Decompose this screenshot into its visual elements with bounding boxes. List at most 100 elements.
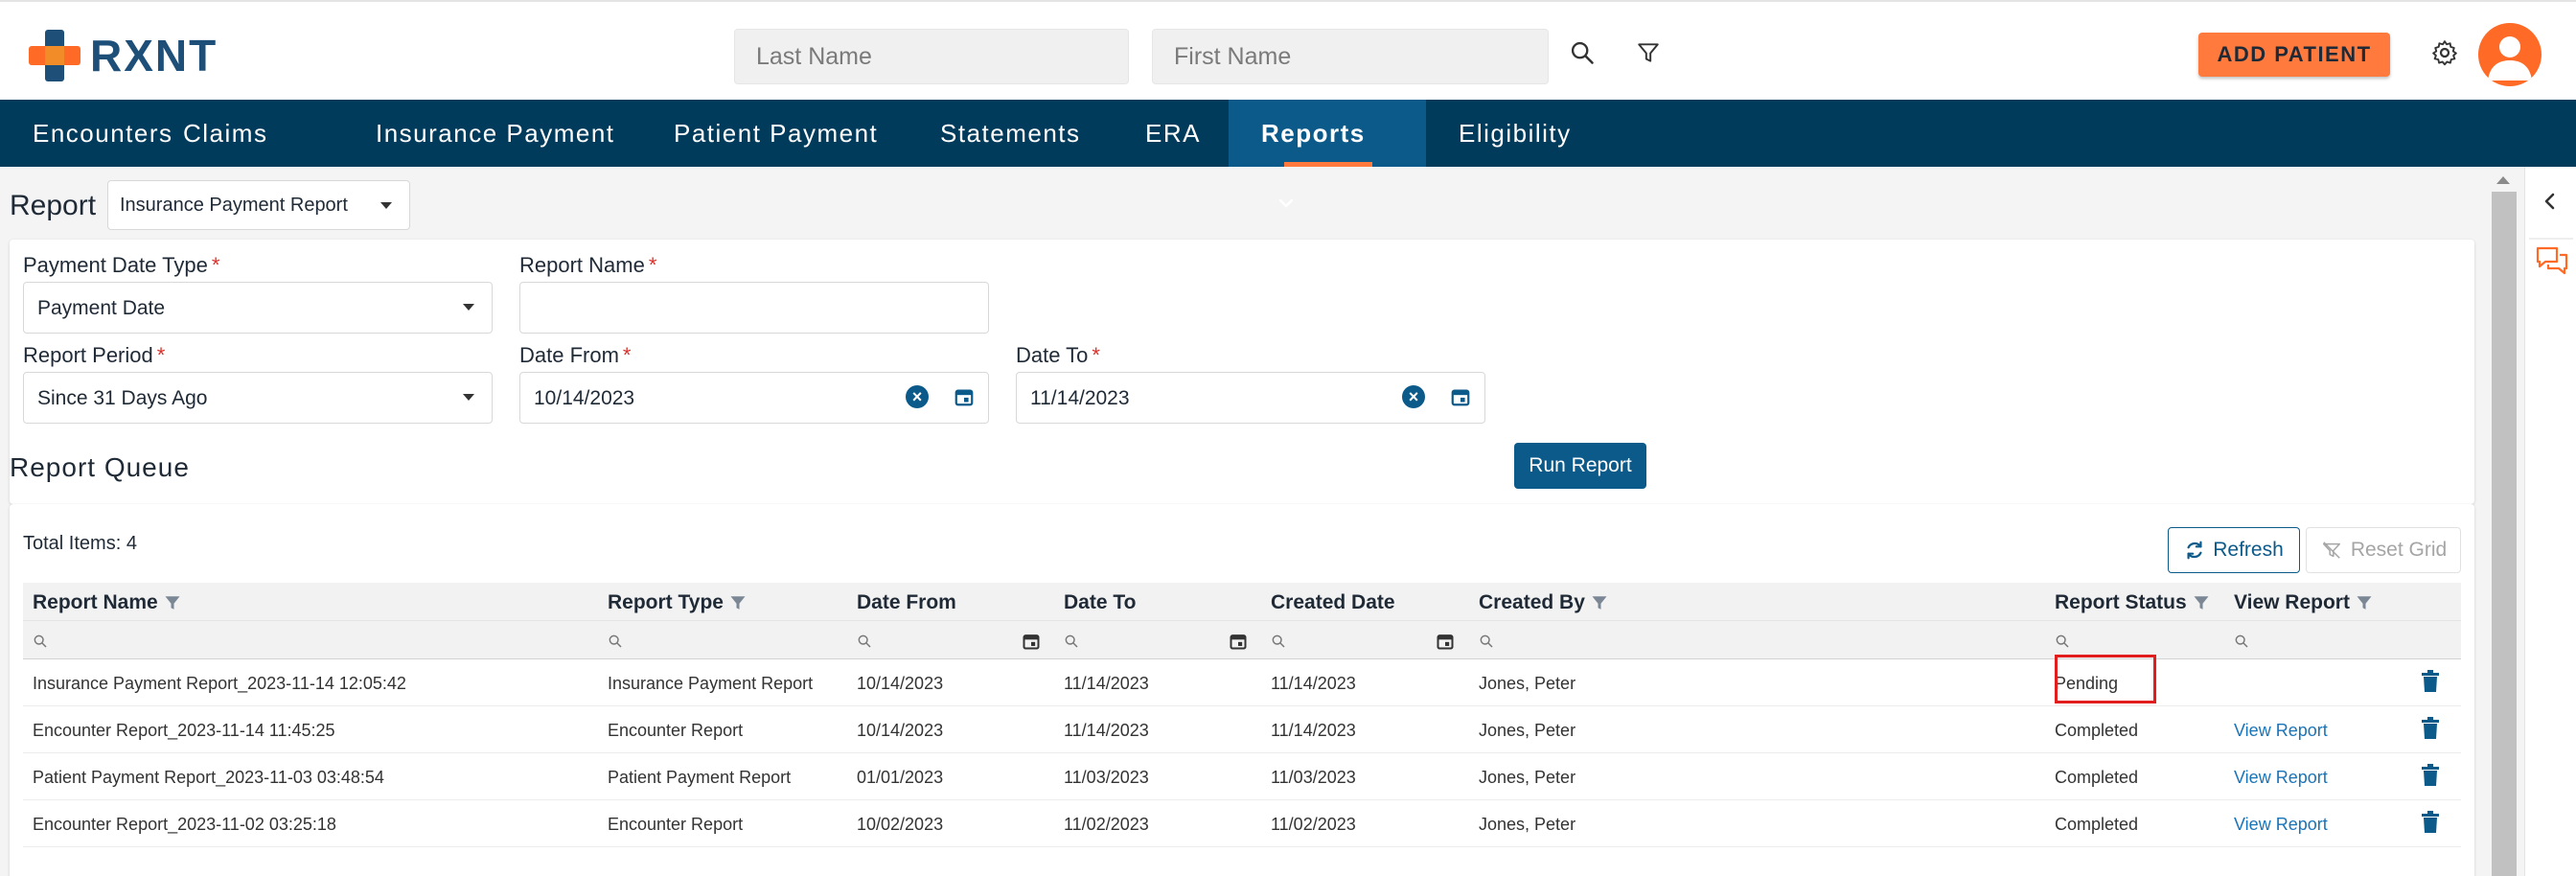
- col-report-status[interactable]: Report Status: [2055, 591, 2210, 614]
- nav-reports-label: Reports: [1261, 119, 1366, 148]
- rxnt-logo[interactable]: RXNT: [29, 29, 218, 82]
- column-filter-icon[interactable]: [2193, 594, 2210, 611]
- calendar-icon[interactable]: [954, 386, 975, 407]
- filter-report-type[interactable]: [608, 629, 623, 654]
- report-queue: Total Items: 4 Refresh Reset Grid Report…: [10, 504, 2474, 876]
- top-bar: RXNT ADD PATIENT: [0, 0, 2576, 100]
- cell-date-to: 11/02/2023: [1064, 815, 1149, 834]
- nav-encounters[interactable]: Encounters: [33, 119, 173, 148]
- search-icon: [609, 634, 622, 648]
- trash-icon[interactable]: [2421, 764, 2440, 787]
- filter-report-status[interactable]: [2055, 629, 2070, 654]
- cell-created-by: Jones, Peter: [1479, 721, 1576, 740]
- report-period-select[interactable]: Since 31 Days Ago: [23, 372, 493, 424]
- col-report-type[interactable]: Report Type: [608, 591, 747, 614]
- nav-eligibility[interactable]: Eligibility: [1459, 119, 1572, 148]
- col-view-report[interactable]: View Report: [2234, 591, 2373, 614]
- scrollbar-thumb[interactable]: [2492, 192, 2517, 876]
- search-icon: [2056, 634, 2069, 648]
- chevron-down-icon: [1278, 167, 1294, 234]
- report-name-input[interactable]: [519, 282, 989, 334]
- right-side-panel: [2524, 167, 2576, 876]
- cell-created-by: Jones, Peter: [1479, 815, 1576, 834]
- column-filter-icon[interactable]: [1591, 594, 1608, 611]
- col-report-name[interactable]: Report Name: [33, 591, 181, 614]
- first-name-input[interactable]: [1152, 29, 1549, 84]
- trash-icon[interactable]: [2421, 717, 2440, 740]
- cell-report-status: Pending: [2055, 674, 2119, 693]
- filter-view-report[interactable]: [2234, 629, 2249, 654]
- table-row[interactable]: Encounter Report_2023-11-14 11:45:25 Enc…: [23, 706, 2461, 753]
- cell-report-status: Completed: [2055, 815, 2139, 834]
- cell-created-by: Jones, Peter: [1479, 768, 1576, 787]
- col-created-by[interactable]: Created By: [1479, 591, 1608, 614]
- calendar-icon[interactable]: [1022, 629, 1041, 654]
- chat-icon[interactable]: [2535, 245, 2569, 278]
- report-queue-title: Report Queue: [10, 452, 190, 482]
- col-created-date[interactable]: Created Date: [1271, 591, 1395, 613]
- trash-icon[interactable]: [2421, 670, 2440, 693]
- col-date-to[interactable]: Date To: [1064, 591, 1137, 613]
- date-from-input[interactable]: 10/14/2023 ×: [519, 372, 989, 424]
- column-filter-icon[interactable]: [729, 594, 747, 611]
- user-avatar[interactable]: [2478, 23, 2542, 86]
- filter-report-name[interactable]: [33, 629, 48, 654]
- filter-icon[interactable]: [1632, 36, 1665, 69]
- dropdown-caret-icon: [463, 394, 474, 401]
- refresh-button[interactable]: Refresh: [2168, 527, 2300, 573]
- filter-created-date[interactable]: [1271, 629, 1286, 654]
- date-from-label: Date From *: [519, 343, 632, 367]
- cell-report-name: Encounter Report_2023-11-14 11:45:25: [33, 721, 335, 740]
- view-report-link[interactable]: View Report: [2234, 768, 2328, 787]
- reset-filter-icon: [2322, 542, 2340, 559]
- col-date-from[interactable]: Date From: [857, 591, 956, 613]
- date-to-input[interactable]: 11/14/2023 ×: [1016, 372, 1485, 424]
- reset-grid-button[interactable]: Reset Grid: [2306, 527, 2461, 573]
- search-icon[interactable]: [1566, 36, 1598, 69]
- last-name-input[interactable]: [734, 29, 1129, 84]
- view-report-link[interactable]: View Report: [2234, 721, 2328, 740]
- nav-claims[interactable]: Claims: [183, 119, 268, 148]
- column-filter-icon[interactable]: [2356, 594, 2373, 611]
- nav-reports[interactable]: Reports: [1229, 100, 1426, 208]
- report-type-select[interactable]: Insurance Payment Report: [107, 180, 410, 230]
- grid-filter-row: [23, 621, 2461, 659]
- search-icon: [1480, 634, 1493, 648]
- trash-icon[interactable]: [2421, 811, 2440, 834]
- refresh-icon: [2187, 541, 2202, 560]
- payment-date-type-select[interactable]: Payment Date: [23, 282, 493, 334]
- cell-report-status: Completed: [2055, 768, 2139, 787]
- total-items: Total Items: 4: [23, 533, 137, 554]
- nav-statements[interactable]: Statements: [940, 119, 1081, 148]
- cell-report-type: Patient Payment Report: [608, 768, 792, 787]
- filter-date-from[interactable]: [857, 629, 872, 654]
- view-report-link[interactable]: View Report: [2234, 815, 2328, 834]
- cell-report-type: Encounter Report: [608, 815, 744, 834]
- main-content: Report Insurance Payment Report Payment …: [0, 167, 2488, 876]
- scroll-up-arrow-icon[interactable]: [2496, 176, 2510, 184]
- column-filter-icon[interactable]: [164, 594, 181, 611]
- clear-icon[interactable]: ×: [906, 385, 929, 408]
- grid-header: Report Name Report Type Date From Date T…: [23, 583, 2461, 621]
- run-report-button[interactable]: Run Report: [1514, 443, 1646, 489]
- cell-report-status: Completed: [2055, 721, 2139, 740]
- nav-insurance-payment[interactable]: Insurance Payment: [376, 119, 615, 148]
- cell-report-name: Patient Payment Report_2023-11-03 03:48:…: [33, 768, 384, 787]
- gear-icon[interactable]: [2428, 36, 2461, 69]
- clear-icon[interactable]: ×: [1402, 385, 1425, 408]
- report-period-label: Report Period *: [23, 343, 166, 367]
- calendar-icon[interactable]: [1229, 629, 1248, 654]
- cell-date-to: 11/14/2023: [1064, 721, 1149, 740]
- nav-patient-payment[interactable]: Patient Payment: [674, 119, 879, 148]
- filter-date-to[interactable]: [1064, 629, 1079, 654]
- filter-created-by[interactable]: [1479, 629, 1494, 654]
- calendar-icon[interactable]: [1436, 629, 1455, 654]
- nav-era[interactable]: ERA: [1145, 119, 1201, 148]
- add-patient-button[interactable]: ADD PATIENT: [2198, 33, 2390, 77]
- table-row[interactable]: Patient Payment Report_2023-11-03 03:48:…: [23, 753, 2461, 800]
- calendar-icon[interactable]: [1450, 386, 1471, 407]
- cell-date-from: 10/14/2023: [857, 674, 944, 693]
- table-row[interactable]: Insurance Payment Report_2023-11-14 12:0…: [23, 655, 2461, 706]
- table-row[interactable]: Encounter Report_2023-11-02 03:25:18 Enc…: [23, 800, 2461, 847]
- collapse-chevron-icon[interactable]: [2542, 192, 2558, 211]
